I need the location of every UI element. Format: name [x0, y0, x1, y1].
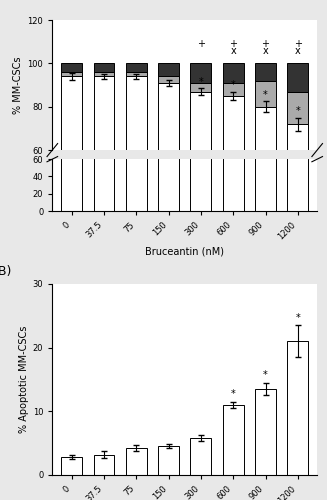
Bar	[126, 72, 147, 76]
Bar	[255, 106, 276, 280]
Text: *: *	[263, 90, 268, 100]
Text: +: +	[262, 40, 269, 50]
Bar	[255, 389, 276, 475]
Bar	[61, 128, 82, 130]
Bar	[190, 136, 211, 211]
Bar	[223, 124, 244, 132]
Bar	[287, 136, 308, 149]
Bar	[158, 76, 179, 83]
Bar	[94, 124, 114, 128]
Bar	[223, 405, 244, 475]
Bar	[190, 83, 211, 92]
Bar	[61, 72, 82, 76]
X-axis label: Bruceantin (nM): Bruceantin (nM)	[145, 247, 224, 257]
Bar	[190, 124, 211, 132]
Bar	[255, 64, 276, 80]
Text: +: +	[294, 40, 302, 50]
Bar	[126, 64, 147, 72]
Text: *: *	[295, 312, 300, 322]
Bar	[126, 130, 147, 211]
Bar	[287, 341, 308, 475]
Y-axis label: % MM-CSCs: % MM-CSCs	[13, 56, 23, 114]
Bar	[158, 130, 179, 132]
Bar	[190, 438, 211, 475]
Text: *: *	[295, 106, 300, 116]
Text: x: x	[230, 46, 236, 56]
Bar	[190, 92, 211, 280]
Bar	[94, 72, 114, 76]
Bar	[61, 64, 82, 72]
Bar	[255, 124, 276, 132]
Text: +: +	[197, 40, 205, 50]
Bar	[61, 457, 82, 475]
Bar	[94, 128, 114, 130]
Bar	[94, 454, 114, 475]
Bar	[223, 64, 244, 83]
Text: *: *	[263, 370, 268, 380]
Text: x: x	[295, 46, 301, 56]
Bar	[287, 124, 308, 136]
Bar	[287, 92, 308, 124]
Text: *: *	[231, 389, 235, 399]
Bar	[255, 80, 276, 106]
Bar	[223, 96, 244, 280]
Bar	[126, 76, 147, 280]
Bar	[255, 132, 276, 142]
Bar	[158, 83, 179, 280]
Bar	[158, 124, 179, 130]
Bar	[255, 142, 276, 211]
Bar	[287, 64, 308, 92]
Bar	[287, 149, 308, 211]
Bar	[158, 446, 179, 475]
Text: *: *	[231, 80, 235, 90]
Text: +: +	[229, 40, 237, 50]
Bar	[61, 130, 82, 211]
Text: x: x	[263, 46, 268, 56]
Bar	[190, 132, 211, 136]
Y-axis label: % Apoptotic MM-CSCs: % Apoptotic MM-CSCs	[19, 326, 28, 433]
Bar	[223, 132, 244, 138]
Bar	[94, 64, 114, 72]
Bar	[223, 138, 244, 211]
Bar	[126, 128, 147, 130]
Bar	[190, 64, 211, 83]
Bar	[126, 124, 147, 128]
Bar	[287, 124, 308, 280]
Bar	[158, 64, 179, 76]
Bar	[94, 76, 114, 280]
Bar	[223, 83, 244, 96]
Text: (B): (B)	[0, 264, 12, 278]
Bar	[126, 448, 147, 475]
Bar	[94, 130, 114, 211]
Text: *: *	[198, 76, 203, 86]
Bar	[158, 132, 179, 211]
Bar	[61, 124, 82, 128]
Bar	[61, 76, 82, 280]
